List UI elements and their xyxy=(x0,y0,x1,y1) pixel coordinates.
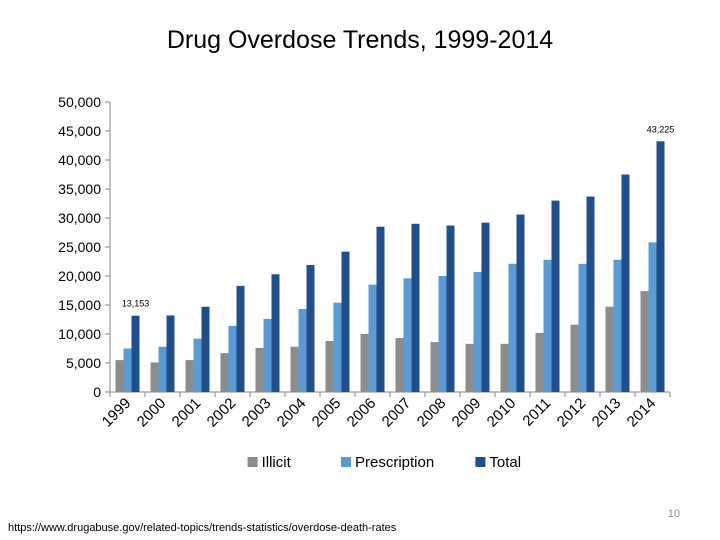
legend-label-illicit: Illicit xyxy=(262,454,292,471)
bar-prescription-2000 xyxy=(158,346,167,392)
legend-swatch-illicit xyxy=(247,457,258,467)
bar-prescription-2012 xyxy=(578,263,587,392)
bar-illicit-2013 xyxy=(605,306,614,392)
y-tick-label: 0 xyxy=(93,384,101,400)
bar-illicit-2014 xyxy=(640,291,649,392)
x-tick-label: 2006 xyxy=(344,395,380,431)
bar-prescription-2011 xyxy=(543,259,552,392)
legend-swatch-total xyxy=(475,457,486,467)
bar-prescription-2010 xyxy=(508,263,517,392)
x-tick-label: 2011 xyxy=(519,395,554,430)
data-labels: 13,153 43,225 xyxy=(122,124,675,308)
bar-illicit-2005 xyxy=(325,340,334,392)
bar-total-2005 xyxy=(341,251,350,392)
bar-prescription-2005 xyxy=(333,302,342,392)
x-tick-label: 2012 xyxy=(554,395,590,431)
x-tick-label: 2010 xyxy=(484,395,520,431)
bar-illicit-2007 xyxy=(395,338,404,392)
x-tick-label: 2014 xyxy=(624,395,660,431)
bar-total-2013 xyxy=(621,174,630,392)
bar-prescription-2014 xyxy=(648,242,657,392)
y-tick-label: 25,000 xyxy=(58,239,101,255)
x-tick-label: 2002 xyxy=(204,395,240,431)
bar-total-2007 xyxy=(411,223,420,392)
bar-illicit-2006 xyxy=(360,334,369,392)
bar-prescription-2007 xyxy=(403,278,412,392)
x-tick-label: 2009 xyxy=(449,395,485,431)
source-url[interactable]: https://www.drugabuse.gov/related-topics… xyxy=(8,522,397,534)
bar-prescription-2009 xyxy=(473,271,482,392)
legend: Illicit Prescription Total xyxy=(247,454,521,471)
bar-total-2009 xyxy=(481,222,490,392)
x-tick-label: 2013 xyxy=(589,395,625,431)
bar-illicit-2010 xyxy=(500,343,509,392)
y-tick-label: 35,000 xyxy=(58,181,101,197)
x-tick-label: 2000 xyxy=(134,395,170,431)
y-tick-label: 30,000 xyxy=(58,210,101,226)
y-axis: 0 5,000 10,000 15,000 20,000 25,000 30,000 35,0… xyxy=(58,94,111,400)
y-tick-label: 20,000 xyxy=(58,268,101,284)
y-tick-label: 40,000 xyxy=(58,152,101,168)
bar-illicit-2001 xyxy=(185,360,194,392)
bar-total-2006 xyxy=(376,226,385,392)
bar-total-2011 xyxy=(551,200,560,392)
bar-illicit-2002 xyxy=(220,353,229,392)
x-tick-label: 1999 xyxy=(99,395,135,431)
page-number: 10 xyxy=(667,508,680,520)
bars xyxy=(115,141,665,392)
bar-total-2000 xyxy=(166,315,175,392)
x-tick-label: 2005 xyxy=(309,395,345,431)
chart-title: Drug Overdose Trends, 1999-2014 xyxy=(166,26,554,54)
bar-illicit-2004 xyxy=(290,346,299,392)
x-tick-label: 2008 xyxy=(414,395,450,431)
bar-total-1999 xyxy=(131,315,140,392)
data-label: 43,225 xyxy=(647,124,675,134)
bar-total-2008 xyxy=(446,225,455,392)
bar-total-2012 xyxy=(586,196,595,392)
bar-total-2001 xyxy=(201,306,210,392)
x-tick-label: 2003 xyxy=(239,395,275,431)
bar-prescription-2002 xyxy=(228,325,237,392)
bar-prescription-2006 xyxy=(368,284,377,392)
x-tick-label: 2004 xyxy=(274,395,310,431)
bar-prescription-2004 xyxy=(298,309,307,392)
bar-prescription-2008 xyxy=(438,276,447,392)
bar-illicit-2009 xyxy=(465,343,474,392)
bar-illicit-2003 xyxy=(255,347,264,392)
bar-total-2010 xyxy=(516,214,525,392)
x-tick-label: 2007 xyxy=(379,395,415,431)
bar-illicit-2000 xyxy=(150,362,159,392)
y-tick-label: 5,000 xyxy=(66,355,101,371)
bar-total-2003 xyxy=(271,274,280,392)
bar-total-2002 xyxy=(236,285,245,392)
bar-illicit-2012 xyxy=(570,324,579,392)
legend-swatch-prescription xyxy=(341,457,351,467)
data-label: 13,153 xyxy=(122,299,150,309)
bar-total-2004 xyxy=(306,264,315,392)
bar-prescription-2001 xyxy=(193,338,202,392)
bar-prescription-2013 xyxy=(613,259,622,392)
y-tick-label: 45,000 xyxy=(58,123,101,139)
bar-illicit-1999 xyxy=(115,360,124,392)
bar-illicit-2011 xyxy=(535,332,544,392)
bar-illicit-2008 xyxy=(430,342,439,392)
x-axis: 1999 2000 2001 2002 2003 2004 2005 2006 2007 2008… xyxy=(99,391,671,431)
legend-label-total: Total xyxy=(489,454,521,471)
y-tick-label: 10,000 xyxy=(58,326,101,342)
x-tick-label: 2001 xyxy=(169,395,205,431)
bar-prescription-2003 xyxy=(263,318,272,392)
legend-label-prescription: Prescription xyxy=(355,454,434,471)
y-tick-label: 15,000 xyxy=(58,297,101,313)
bar-total-2014 xyxy=(656,141,665,392)
y-tick-label: 50,000 xyxy=(58,94,101,110)
bar-prescription-1999 xyxy=(123,348,132,392)
